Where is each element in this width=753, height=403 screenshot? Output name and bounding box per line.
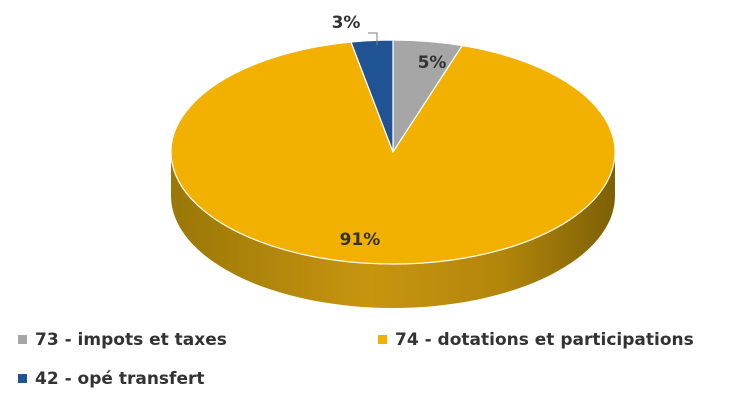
data-label-42-ope-transfert: 3% bbox=[332, 13, 361, 33]
legend-label: 74 - dotations et participations bbox=[395, 330, 694, 350]
legend-item-73-impots-et-taxes: 73 - impots et taxes bbox=[18, 330, 227, 350]
legend-swatch bbox=[378, 335, 387, 344]
pie-slice-74-dotations-et-participations bbox=[170, 41, 616, 265]
legend: 73 - impots et taxes 74 - dotations et pa… bbox=[18, 330, 694, 389]
data-label-74-dotations-et-participations: 91% bbox=[340, 230, 381, 250]
pie-sides bbox=[171, 152, 615, 308]
legend-label: 73 - impots et taxes bbox=[35, 330, 227, 350]
pie-slice-42-ope-transfert bbox=[350, 39, 394, 153]
legend-item-42-ope-transfert: 42 - opé transfert bbox=[18, 369, 205, 389]
pie-tops bbox=[170, 39, 616, 265]
pie-labels: 5% 91% 3% bbox=[332, 13, 447, 250]
data-label-73-impots-et-taxes: 5% bbox=[418, 53, 447, 73]
legend-swatch bbox=[18, 374, 27, 383]
legend-item-74-dotations-et-participations: 74 - dotations et participations bbox=[378, 330, 694, 350]
legend-label: 42 - opé transfert bbox=[35, 369, 205, 389]
pie-side-74-dotations-et-participations bbox=[171, 152, 615, 308]
leader-line-42-ope-transfert bbox=[368, 32, 378, 45]
legend-swatch bbox=[18, 335, 27, 344]
